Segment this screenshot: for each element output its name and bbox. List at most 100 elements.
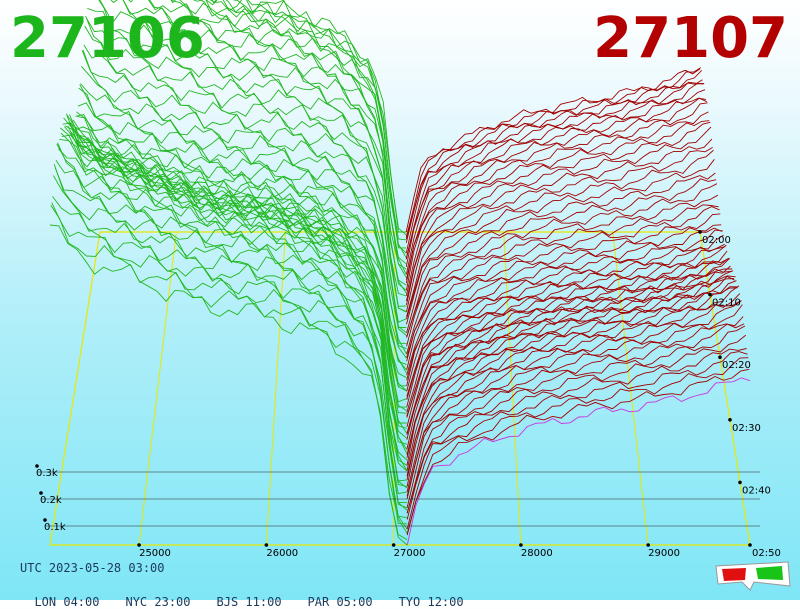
ask-depth-line [406,257,731,417]
ask-depth-line [406,138,713,306]
ask-depth-line [406,250,728,400]
ask-depth-line [406,304,743,497]
ask-depth-line [405,79,703,244]
depth-tick-label: 0.1k [44,522,66,533]
ask-depth-line [406,246,726,392]
x-tick-label: 28000 [521,548,553,559]
bid-depth-line [64,126,408,454]
time-tick-label: 02:50 [752,548,781,559]
ask-depth-line [405,97,706,267]
ask-depth-line [406,285,740,477]
bid-depth-line [179,0,407,275]
time-tick-label: 02:20 [722,360,751,371]
bid-depth-line [60,132,408,472]
floor-gridline [138,231,177,546]
bid-depth-line [99,0,407,297]
ask-depth-line [406,178,717,333]
ask-depth-line [406,316,744,500]
bid-depth-line [82,49,407,336]
ask-depth-line [406,287,738,466]
ask-depth-line [406,300,742,493]
ask-depth-line [406,204,719,347]
bid-depth-line [51,202,408,534]
ask-depth-line [406,278,734,440]
floor-gridline [265,231,286,546]
x-tick-marker [646,543,650,547]
ask-depth-line [405,126,712,302]
ask-depth-lines [405,67,751,546]
bid-depth-line [53,175,408,525]
ask-depth-line [406,224,722,362]
bid-depth-line [81,50,407,344]
bid-depth-line [170,0,407,265]
bid-depth-line [78,87,407,366]
bid-depth-line [98,0,407,307]
time-tick-label: 02:00 [702,235,731,246]
x-tick-label: 27000 [394,548,426,559]
chart-axes: 25000 26000 27000 28000 29000 02:00 02:10 02:20… [35,230,781,559]
bid-depth-line [211,0,407,241]
depth-tick-marker [35,464,39,468]
ask-depth-line [405,89,706,260]
ask-depth-line [406,348,747,520]
ask-depth-line [406,172,716,325]
ask-depth-line [405,97,707,275]
bid-depth-line [83,44,407,334]
ask-depth-line [406,351,748,530]
bid-depth-line [56,143,407,504]
ask-depth-line [406,368,750,536]
bid-depth-line [59,127,407,482]
bid-depth-line [57,142,408,495]
bid-depth-line [63,117,408,461]
time-tick-marker [748,543,752,547]
ask-depth-line [406,280,737,458]
ask-depth-line [406,149,714,318]
bid-depth-line [199,0,407,258]
bid-depth-line [84,25,407,328]
ask-depth-line [406,357,749,534]
bid-depth-line [81,66,407,350]
ask-depth-line [406,244,727,397]
bid-depth-lines [49,0,408,546]
bid-depth-line [69,122,407,414]
x-tick-marker [391,543,396,547]
depth-tick-label: 0.3k [36,468,58,479]
bid-depth-line [52,196,408,530]
bid-depth-line [87,7,407,313]
ask-depth-line [406,206,720,355]
bid-depth-line [59,138,408,488]
x-tick-label: 26000 [266,548,298,559]
x-tick-marker [137,543,141,547]
bid-depth-line [147,0,407,278]
ask-depth-line [406,300,741,487]
bid-depth-line [76,111,407,379]
time-tick-label: 02:40 [742,485,771,496]
bid-depth-line [72,119,407,403]
time-tick-marker [698,230,702,234]
ask-depth-line [406,334,747,514]
depth-tick-label: 0.2k [40,495,62,506]
time-tick-marker [708,292,712,297]
ask-depth-line [405,111,709,284]
timezone-nyc: NYC 23:00 [125,595,191,609]
3d-glasses-icon[interactable] [712,560,792,592]
ask-depth-line [406,183,718,338]
x-tick-label: 25000 [139,548,171,559]
ask-depth-line [406,243,725,386]
ask-depth-line [406,159,715,320]
ask-price: 27107 [593,6,788,71]
x-tick-label: 29000 [648,548,680,559]
time-tick-marker [718,355,722,360]
ask-depth-line [406,270,734,435]
time-tick-marker [728,418,732,422]
utc-time: UTC 2023-05-28 03:00 [20,561,165,575]
bid-depth-line [50,204,408,541]
bid-depth-line [171,0,407,270]
bid-depth-line [86,17,407,313]
bid-depth-line [55,160,408,509]
ask-depth-line [406,275,736,455]
ask-depth-line [406,213,721,358]
timezone-lon: LON 04:00 [34,595,100,609]
ask-depth-line [405,102,708,280]
depth-tick-marker [39,491,43,495]
